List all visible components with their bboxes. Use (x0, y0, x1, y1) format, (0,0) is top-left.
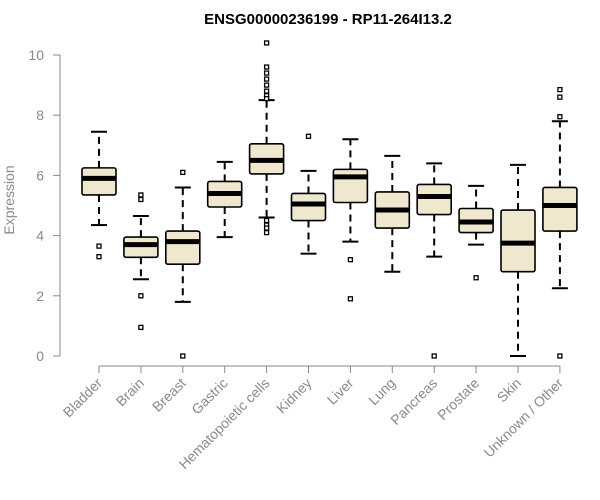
x-tick-label: Kidney (273, 375, 315, 417)
outlier-point (263, 225, 270, 231)
outlier-point (305, 133, 312, 139)
chart-title: ENSG00000236199 - RP11-264I13.2 (204, 11, 452, 28)
outlier-point (557, 86, 563, 93)
y-axis-label: Expression (1, 165, 17, 234)
outlier-point (96, 254, 102, 260)
box (416, 183, 453, 216)
outlier-point (138, 196, 144, 203)
outlier-point (557, 353, 563, 359)
outlier-point (263, 229, 270, 236)
y-tick-label: 6 (36, 167, 44, 183)
x-tick-label: Liver (324, 375, 357, 408)
outlier-point (431, 353, 437, 359)
box-group (500, 163, 536, 357)
x-tick-label: Bladder (60, 375, 106, 421)
y-tick-label: 4 (36, 228, 44, 244)
outlier-point (263, 64, 270, 70)
box-group (332, 138, 369, 302)
y-tick-label: 8 (36, 107, 44, 123)
x-tick-label: Breast (149, 375, 189, 415)
box (332, 168, 369, 204)
box-group (206, 160, 243, 239)
box (81, 167, 117, 196)
outlier-point (263, 88, 270, 94)
box-group (248, 40, 285, 236)
outlier-point (263, 70, 270, 76)
x-tick-label: Pancreas (387, 375, 440, 428)
outlier-point (138, 324, 144, 331)
box-group (81, 130, 117, 260)
box (123, 236, 159, 259)
outlier-point (180, 169, 186, 176)
box-group (374, 154, 411, 273)
x-tick-label: Brain (113, 375, 147, 409)
box (165, 230, 201, 265)
box-group (458, 184, 494, 281)
box (290, 192, 327, 222)
box-group (542, 86, 578, 359)
outlier-point (557, 114, 563, 120)
x-tick-label: Prostate (434, 375, 482, 423)
box-group (290, 133, 327, 255)
outlier-point (263, 82, 270, 88)
y-tick-label: 2 (36, 288, 44, 304)
outlier-point (347, 296, 354, 302)
outlier-point (180, 353, 186, 359)
y-tick-label: 0 (36, 348, 44, 364)
y-tick-label: 10 (28, 47, 44, 63)
x-tick-label: Skin (494, 375, 525, 406)
box-group (165, 169, 201, 359)
outlier-point (96, 243, 102, 249)
outlier-point (557, 94, 563, 100)
y-axis: 0 2 4 6 8 10 (28, 47, 61, 364)
outlier-point (263, 95, 270, 102)
box (542, 186, 578, 232)
box-group (123, 192, 159, 331)
outlier-point (473, 275, 479, 281)
outlier-point (263, 76, 270, 82)
outlier-point (347, 257, 354, 263)
x-tick-label: Unknown / Other (480, 375, 566, 461)
outlier-point (138, 293, 144, 299)
outlier-point (263, 217, 270, 224)
x-tick-label: Lung (365, 375, 398, 408)
boxes (81, 40, 578, 359)
outlier-point (138, 192, 144, 198)
box-group (416, 162, 453, 359)
outlier-point (263, 40, 270, 46)
